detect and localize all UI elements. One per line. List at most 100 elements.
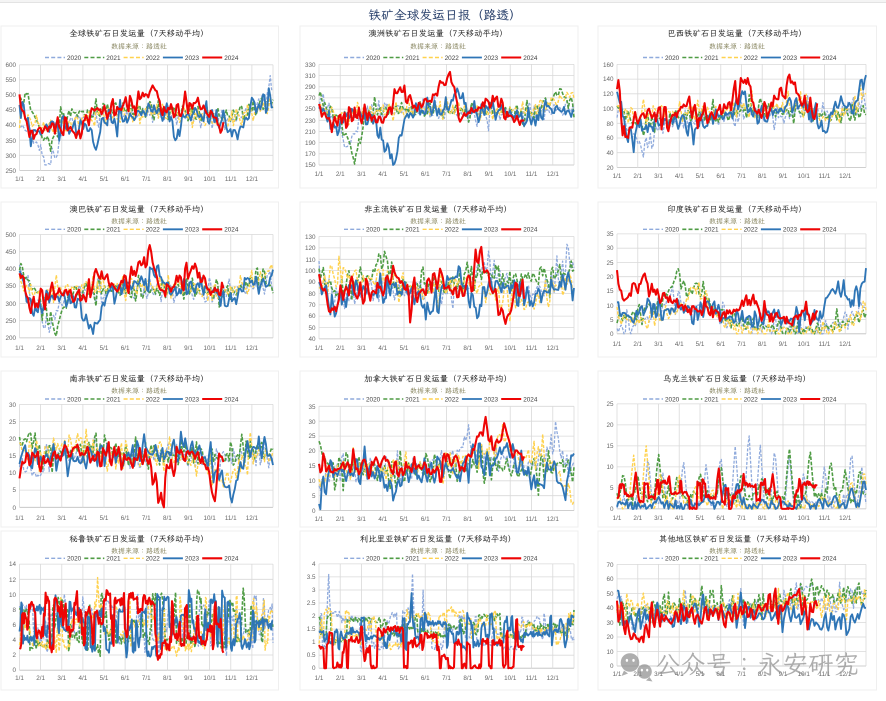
svg-text:9/1: 9/1 [184, 345, 193, 352]
svg-text:2020: 2020 [366, 227, 381, 234]
svg-text:2022: 2022 [744, 55, 759, 62]
svg-text:8/1: 8/1 [163, 515, 172, 522]
svg-text:400: 400 [5, 122, 16, 129]
svg-text:4/1: 4/1 [378, 516, 387, 523]
svg-text:300: 300 [5, 301, 16, 308]
svg-text:60: 60 [606, 135, 614, 142]
svg-text:12/1: 12/1 [246, 675, 259, 682]
svg-text:25: 25 [606, 260, 614, 267]
svg-text:1/1: 1/1 [315, 171, 324, 178]
svg-text:3/1: 3/1 [357, 171, 366, 178]
svg-text:2023: 2023 [783, 396, 798, 403]
svg-text:200: 200 [5, 335, 16, 342]
svg-text:5/1: 5/1 [400, 171, 409, 178]
svg-text:2022: 2022 [445, 55, 460, 62]
svg-text:20: 20 [606, 165, 614, 172]
svg-text:2022: 2022 [744, 396, 759, 403]
svg-text:2021: 2021 [704, 396, 719, 403]
svg-text:2020: 2020 [665, 556, 680, 563]
svg-text:2023: 2023 [185, 55, 200, 62]
svg-text:11/1: 11/1 [819, 173, 831, 180]
svg-text:250: 250 [305, 106, 316, 113]
svg-text:2023: 2023 [783, 55, 798, 62]
svg-text:7/1: 7/1 [737, 341, 746, 348]
svg-text:5/1: 5/1 [696, 341, 705, 348]
svg-text:6: 6 [12, 622, 16, 629]
svg-text:1/1: 1/1 [613, 515, 622, 522]
svg-text:0: 0 [312, 508, 316, 515]
svg-text:0.5: 0.5 [307, 652, 316, 659]
svg-text:150: 150 [305, 162, 316, 169]
svg-text:40: 40 [606, 605, 614, 612]
svg-text:4/1: 4/1 [675, 671, 684, 678]
svg-text:2/1: 2/1 [336, 345, 345, 352]
svg-text:12/1: 12/1 [547, 675, 560, 682]
svg-text:60: 60 [308, 313, 316, 320]
svg-text:2020: 2020 [665, 227, 680, 234]
svg-text:2022: 2022 [445, 556, 460, 563]
svg-text:6/1: 6/1 [716, 515, 725, 522]
svg-text:12: 12 [9, 577, 17, 584]
svg-text:12/1: 12/1 [839, 671, 852, 678]
svg-text:1/1: 1/1 [613, 341, 622, 348]
svg-text:10/1: 10/1 [798, 515, 811, 522]
svg-text:8/1: 8/1 [758, 173, 767, 180]
svg-text:7/1: 7/1 [142, 176, 151, 183]
svg-text:2022: 2022 [146, 556, 161, 563]
svg-text:2020: 2020 [665, 396, 680, 403]
svg-text:11/1: 11/1 [526, 171, 538, 178]
svg-text:10/1: 10/1 [203, 515, 216, 522]
svg-text:3/1: 3/1 [57, 176, 66, 183]
svg-text:100: 100 [603, 106, 614, 113]
svg-text:1/1: 1/1 [613, 671, 622, 678]
svg-text:8/1: 8/1 [163, 176, 172, 183]
svg-text:8/1: 8/1 [463, 171, 472, 178]
svg-text:2021: 2021 [106, 396, 121, 403]
svg-text:2021: 2021 [405, 227, 420, 234]
svg-text:450: 450 [5, 107, 16, 114]
svg-text:3/1: 3/1 [357, 345, 366, 352]
svg-text:12/1: 12/1 [547, 171, 560, 178]
svg-text:2024: 2024 [523, 227, 538, 234]
svg-text:11/1: 11/1 [526, 675, 538, 682]
svg-text:7/1: 7/1 [442, 516, 451, 523]
svg-text:2022: 2022 [445, 396, 460, 403]
svg-text:3/1: 3/1 [57, 675, 66, 682]
svg-text:7/1: 7/1 [142, 675, 151, 682]
svg-text:250: 250 [5, 168, 16, 175]
svg-text:11/1: 11/1 [819, 671, 831, 678]
svg-text:6/1: 6/1 [121, 176, 130, 183]
svg-text:6/1: 6/1 [121, 675, 130, 682]
svg-text:2021: 2021 [106, 55, 121, 62]
svg-text:120: 120 [305, 245, 316, 252]
svg-text:7/1: 7/1 [737, 671, 746, 678]
svg-text:140: 140 [603, 76, 614, 83]
svg-text:0: 0 [12, 667, 16, 674]
svg-text:0: 0 [610, 331, 614, 338]
svg-text:3/1: 3/1 [57, 515, 66, 522]
svg-text:2020: 2020 [366, 556, 381, 563]
svg-text:30: 30 [606, 245, 614, 252]
svg-text:130: 130 [305, 234, 316, 241]
svg-text:10: 10 [606, 464, 614, 471]
svg-text:5/1: 5/1 [400, 675, 409, 682]
svg-text:2023: 2023 [484, 396, 499, 403]
svg-text:0: 0 [610, 506, 614, 513]
svg-text:4/1: 4/1 [79, 515, 88, 522]
svg-text:4/1: 4/1 [675, 515, 684, 522]
svg-text:25: 25 [308, 433, 316, 440]
svg-text:20: 20 [606, 634, 614, 641]
svg-text:10/1: 10/1 [504, 345, 517, 352]
svg-text:2/1: 2/1 [633, 515, 642, 522]
svg-text:20: 20 [9, 436, 17, 443]
svg-text:2024: 2024 [224, 556, 239, 563]
svg-text:6/1: 6/1 [421, 516, 430, 523]
svg-text:35: 35 [606, 231, 614, 238]
svg-text:2021: 2021 [106, 227, 121, 234]
svg-text:9/1: 9/1 [779, 671, 788, 678]
svg-text:5/1: 5/1 [100, 515, 109, 522]
svg-text:7/1: 7/1 [442, 171, 451, 178]
svg-text:9/1: 9/1 [485, 675, 494, 682]
svg-text:35: 35 [308, 404, 316, 411]
svg-text:2020: 2020 [67, 227, 82, 234]
